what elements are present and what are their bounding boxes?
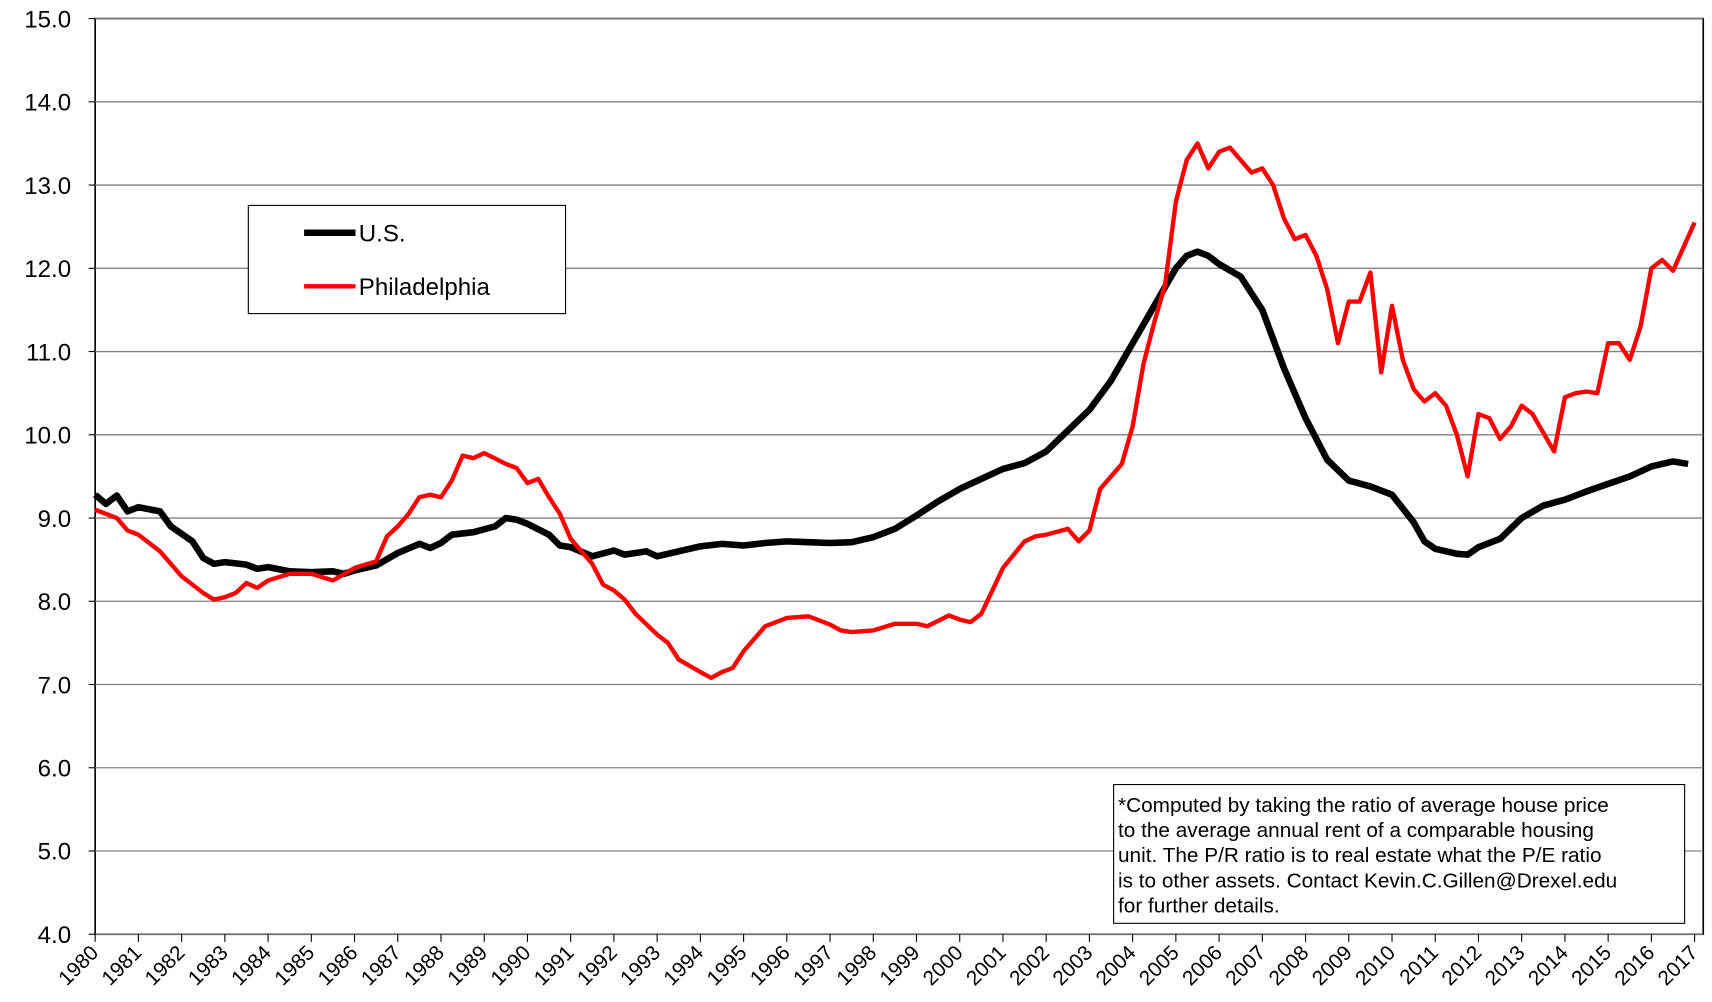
- y-tick-label: 7.0: [38, 672, 71, 699]
- x-tick-label: 2007: [1221, 941, 1270, 990]
- x-tick-label: 2014: [1524, 941, 1573, 990]
- x-tick-label: 2015: [1567, 941, 1616, 990]
- x-tick-label: 2008: [1265, 941, 1314, 990]
- x-tick-label: 1984: [227, 941, 276, 990]
- annotation-text: is to other assets. Contact Kevin.C.Gill…: [1118, 869, 1617, 892]
- x-tick-label: 2003: [1048, 941, 1097, 990]
- x-tick-label: 1993: [616, 941, 665, 990]
- y-tick-label: 11.0: [26, 339, 71, 366]
- x-tick-label: 1994: [659, 941, 708, 990]
- y-tick-label: 13.0: [24, 173, 71, 200]
- x-tick-label: 1988: [400, 941, 449, 990]
- x-tick-label: 2006: [1178, 941, 1227, 990]
- x-tick-label: 2010: [1351, 941, 1400, 990]
- x-tick-label: 1996: [746, 941, 795, 990]
- x-tick-label: 1982: [141, 941, 190, 990]
- x-tick-label: 2013: [1481, 941, 1530, 990]
- legend-label: Philadelphia: [359, 274, 491, 301]
- x-tick-label: 1990: [486, 941, 535, 990]
- x-tick-label: 1999: [875, 941, 924, 990]
- x-tick-label: 1998: [832, 941, 881, 990]
- annotation-box: [1113, 784, 1686, 924]
- x-tick-label: 2005: [1135, 941, 1184, 990]
- x-tick-label: 1995: [703, 941, 752, 990]
- x-tick-label: 2016: [1610, 941, 1659, 990]
- x-tick-label: 2002: [1005, 941, 1054, 990]
- x-tick-label: 2009: [1308, 941, 1357, 990]
- annotation-text: unit. The P/R ratio is to real estate wh…: [1118, 844, 1602, 867]
- y-tick-label: 12.0: [24, 256, 71, 283]
- x-tick-label: 1985: [270, 941, 319, 990]
- x-tick-label: 1997: [789, 941, 838, 990]
- x-tick-label: 1992: [573, 941, 622, 990]
- series-line: [94, 141, 1697, 681]
- y-tick-label: 10.0: [24, 423, 71, 450]
- x-tick-label: 1983: [184, 941, 233, 990]
- y-tick-label: 6.0: [38, 756, 71, 783]
- x-tick-label: 1981: [97, 941, 146, 990]
- x-tick-label: 2000: [919, 941, 968, 990]
- y-tick-label: 15.0: [24, 6, 71, 33]
- y-tick-label: 5.0: [38, 839, 71, 866]
- x-tick-label: 2012: [1437, 941, 1486, 990]
- x-tick-label: 1987: [357, 941, 406, 990]
- x-tick-label: 2017: [1654, 941, 1703, 990]
- y-tick-label: 8.0: [38, 589, 71, 616]
- annotation-text: to the average annual rent of a comparab…: [1118, 819, 1594, 842]
- y-tick-label: 14.0: [24, 90, 71, 117]
- annotation-text: for further details.: [1118, 894, 1280, 917]
- legend-box: [247, 204, 567, 315]
- x-tick-label: 1991: [530, 941, 579, 990]
- x-tick-label: 1986: [313, 941, 362, 990]
- legend-label: U.S.: [359, 220, 406, 247]
- annotation-text: *Computed by taking the ratio of average…: [1118, 794, 1609, 817]
- y-tick-label: 4.0: [38, 922, 71, 949]
- x-tick-label: 2011: [1395, 941, 1443, 989]
- x-tick-label: 1989: [443, 941, 492, 990]
- x-tick-label: 2004: [1092, 941, 1141, 990]
- x-tick-label: 2001: [962, 941, 1011, 990]
- y-tick-label: 9.0: [38, 506, 71, 533]
